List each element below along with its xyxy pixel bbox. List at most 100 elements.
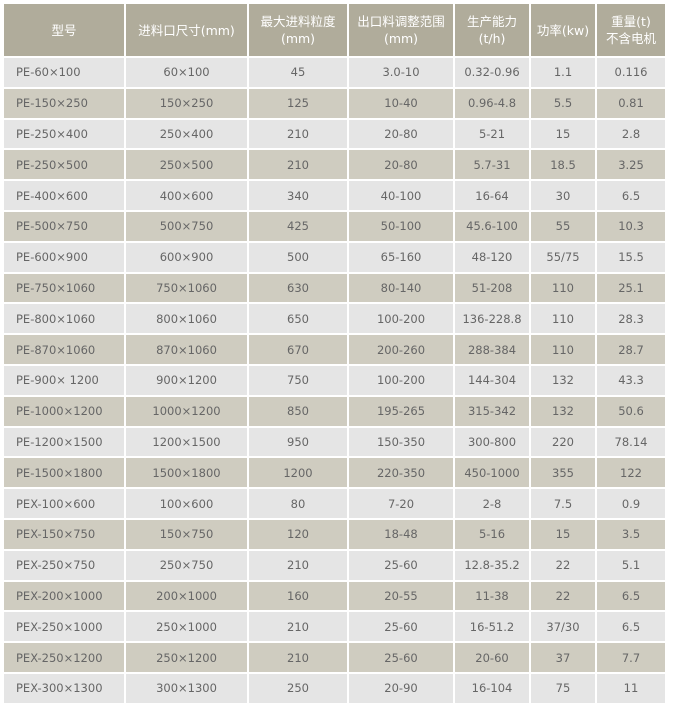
cell-power: 132 (531, 396, 595, 426)
cell-max-feed-size: 210 (249, 150, 347, 180)
cell-discharge-range: 20-80 (349, 150, 453, 180)
header-discharge-range: 出口料调整范围 (mm) (349, 4, 453, 56)
table-row: PE-600×900 600×900 500 65-160 48-120 55/75 15.… (4, 242, 665, 272)
cell-weight: 43.3 (597, 365, 665, 395)
cell-max-feed-size: 950 (249, 427, 347, 457)
cell-capacity: 48-120 (455, 242, 529, 272)
cell-max-feed-size: 670 (249, 335, 347, 364)
cell-weight: 25.1 (597, 273, 665, 303)
cell-max-feed-size: 125 (249, 88, 347, 118)
table-row: PE-500×750 500×750 425 50-100 45.6-100 55 10.3 (4, 211, 665, 241)
cell-discharge-range: 150-350 (349, 427, 453, 457)
cell-weight: 15.5 (597, 242, 665, 272)
cell-capacity: 16-64 (455, 181, 529, 210)
header-sublabel: 不含电机 (605, 31, 656, 46)
cell-weight: 28.3 (597, 304, 665, 334)
cell-feed-opening: 1200×1500 (126, 427, 247, 457)
cell-feed-opening: 100×600 (126, 489, 247, 518)
cell-power: 110 (531, 273, 595, 303)
cell-model: PE-600×900 (4, 242, 124, 272)
cell-model: PEX-100×600 (4, 489, 124, 518)
cell-capacity: 16-104 (455, 673, 529, 703)
cell-weight: 3.5 (597, 519, 665, 549)
cell-weight: 3.25 (597, 150, 665, 180)
cell-discharge-range: 100-200 (349, 304, 453, 334)
cell-model: PE-870×1060 (4, 335, 124, 364)
cell-weight: 78.14 (597, 427, 665, 457)
cell-capacity: 315-342 (455, 396, 529, 426)
cell-feed-opening: 250×1000 (126, 612, 247, 642)
cell-model: PEX-250×750 (4, 550, 124, 580)
cell-model: PEX-150×750 (4, 519, 124, 549)
cell-weight: 0.9 (597, 489, 665, 518)
cell-feed-opening: 300×1300 (126, 673, 247, 703)
cell-max-feed-size: 120 (249, 519, 347, 549)
table-row: PE-250×400 250×400 210 20-80 5-21 15 2.8 (4, 119, 665, 149)
cell-model: PEX-300×1300 (4, 673, 124, 703)
table-row: PE-900× 1200 900×1200 750 100-200 144-304 132… (4, 365, 665, 395)
cell-discharge-range: 200-260 (349, 335, 453, 364)
cell-max-feed-size: 210 (249, 643, 347, 672)
table-row: PEX-200×1000 200×1000 160 20-55 11-38 22 6.5 (4, 581, 665, 611)
cell-discharge-range: 25-60 (349, 550, 453, 580)
table-row: PE-150×250 150×250 125 10-40 0.96-4.8 5.5 0.81 (4, 88, 665, 118)
cell-feed-opening: 150×250 (126, 88, 247, 118)
cell-max-feed-size: 210 (249, 550, 347, 580)
cell-feed-opening: 250×400 (126, 119, 247, 149)
cell-power: 220 (531, 427, 595, 457)
cell-power: 18.5 (531, 150, 595, 180)
cell-max-feed-size: 250 (249, 673, 347, 703)
cell-weight: 6.5 (597, 581, 665, 611)
cell-power: 30 (531, 181, 595, 210)
cell-discharge-range: 65-160 (349, 242, 453, 272)
cell-model: PE-1200×1500 (4, 427, 124, 457)
cell-capacity: 16-51.2 (455, 612, 529, 642)
cell-max-feed-size: 850 (249, 396, 347, 426)
cell-model: PE-60×100 (4, 58, 124, 87)
cell-discharge-range: 20-90 (349, 673, 453, 703)
cell-feed-opening: 750×1060 (126, 273, 247, 303)
cell-model: PEX-250×1200 (4, 643, 124, 672)
cell-weight: 2.8 (597, 119, 665, 149)
cell-weight: 0.81 (597, 88, 665, 118)
cell-max-feed-size: 750 (249, 365, 347, 395)
cell-power: 37/30 (531, 612, 595, 642)
table-row: PE-1200×1500 1200×1500 950 150-350 300-800 22… (4, 427, 665, 457)
table-row: PE-870×1060 870×1060 670 200-260 288-384 110 2… (4, 335, 665, 364)
cell-power: 15 (531, 519, 595, 549)
cell-power: 1.1 (531, 58, 595, 87)
table-row: PE-800×1060 800×1060 650 100-200 136-228.8 11… (4, 304, 665, 334)
cell-model: PEX-200×1000 (4, 581, 124, 611)
cell-weight: 28.7 (597, 335, 665, 364)
cell-capacity: 300-800 (455, 427, 529, 457)
cell-model: PE-400×600 (4, 181, 124, 210)
cell-discharge-range: 195-265 (349, 396, 453, 426)
cell-capacity: 136-228.8 (455, 304, 529, 334)
cell-capacity: 5-16 (455, 519, 529, 549)
cell-capacity: 51-208 (455, 273, 529, 303)
cell-model: PE-800×1060 (4, 304, 124, 334)
cell-discharge-range: 220-350 (349, 458, 453, 488)
cell-feed-opening: 1000×1200 (126, 396, 247, 426)
cell-power: 110 (531, 335, 595, 364)
cell-max-feed-size: 210 (249, 612, 347, 642)
cell-weight: 6.5 (597, 612, 665, 642)
cell-model: PE-750×1060 (4, 273, 124, 303)
cell-discharge-range: 25-60 (349, 612, 453, 642)
cell-feed-opening: 400×600 (126, 181, 247, 210)
cell-max-feed-size: 650 (249, 304, 347, 334)
table-row: PE-1500×1800 1500×1800 1200 220-350 450-1000… (4, 458, 665, 488)
cell-feed-opening: 800×1060 (126, 304, 247, 334)
cell-feed-opening: 600×900 (126, 242, 247, 272)
table-row: PE-60×100 60×100 45 3.0-10 0.32-0.96 1.1 0.116 (4, 58, 665, 87)
cell-feed-opening: 250×500 (126, 150, 247, 180)
cell-discharge-range: 3.0-10 (349, 58, 453, 87)
cell-model: PE-250×500 (4, 150, 124, 180)
header-sublabel: (mm) (383, 31, 419, 46)
header-row: 型号 进料口尺寸(mm) 最大进料粒度 (mm) 出口料调整范围 (mm) 生产能力 (t/h… (4, 4, 665, 56)
table-row: PEX-150×750 150×750 120 18-48 5-16 15 3.5 (4, 519, 665, 549)
cell-power: 55 (531, 211, 595, 241)
cell-power: 5.5 (531, 88, 595, 118)
cell-weight: 7.7 (597, 643, 665, 672)
cell-max-feed-size: 630 (249, 273, 347, 303)
